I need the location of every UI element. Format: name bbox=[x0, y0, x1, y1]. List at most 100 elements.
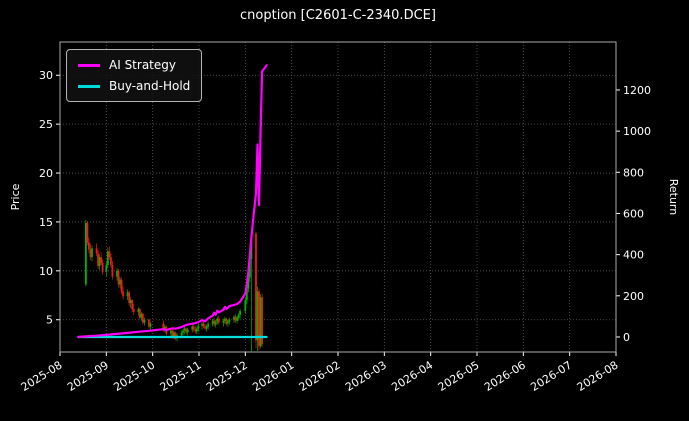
candle-body bbox=[211, 320, 214, 324]
x-tick-label: 2026-02 bbox=[297, 359, 343, 394]
return-tick-label: 400 bbox=[623, 249, 644, 262]
legend-label-ai-strategy: AI Strategy bbox=[109, 58, 176, 72]
plot-border bbox=[59, 41, 617, 353]
candle-body bbox=[138, 308, 141, 318]
candle-body bbox=[106, 251, 109, 265]
candle-body bbox=[120, 279, 123, 292]
candle-body bbox=[194, 329, 197, 332]
candle-body bbox=[259, 297, 262, 347]
candle-body bbox=[256, 291, 259, 341]
candle-body bbox=[100, 257, 102, 264]
candle-body bbox=[204, 326, 206, 329]
price-axis-label: Price bbox=[9, 183, 22, 211]
x-tick-label: 2026-08 bbox=[575, 359, 621, 394]
x-tick-label: 2025-12 bbox=[204, 359, 250, 394]
candle-body bbox=[258, 291, 260, 347]
candle-body bbox=[183, 328, 186, 331]
candle-body bbox=[233, 316, 235, 320]
candle-body bbox=[148, 319, 150, 327]
price-tick-label: 20 bbox=[39, 167, 53, 180]
candle-body bbox=[122, 291, 124, 297]
chart-title: cnoption [C2601-C-2340.DCE] bbox=[240, 8, 436, 23]
candle-body bbox=[128, 292, 131, 304]
candle-body bbox=[131, 300, 134, 309]
candle-body bbox=[191, 326, 194, 330]
candle-body bbox=[109, 257, 112, 265]
candle-body bbox=[98, 257, 101, 266]
candle-body bbox=[245, 288, 248, 301]
ai-strategy-line-swatch bbox=[78, 63, 100, 67]
candle-body bbox=[119, 279, 121, 285]
candle-body bbox=[174, 332, 177, 339]
candle-body bbox=[149, 323, 152, 327]
candle-body bbox=[97, 253, 99, 266]
candle-body bbox=[225, 318, 228, 324]
price-tick-label: 25 bbox=[39, 118, 53, 131]
x-tick-label: 2026-07 bbox=[528, 359, 574, 394]
x-tick-label: 2026-01 bbox=[250, 359, 296, 394]
candle-body bbox=[173, 332, 175, 337]
candle-body bbox=[140, 313, 143, 318]
candle-body bbox=[132, 308, 135, 312]
candle-body bbox=[214, 321, 217, 325]
candle-body bbox=[247, 277, 250, 289]
x-tick-label: 2026-05 bbox=[436, 359, 482, 394]
candle-body bbox=[180, 332, 183, 336]
return-tick-label: 0 bbox=[623, 331, 630, 344]
candle-body bbox=[261, 297, 263, 345]
candle-body bbox=[170, 330, 172, 334]
return-tick-label: 1200 bbox=[623, 84, 651, 97]
candle-body bbox=[236, 317, 238, 321]
candle-body bbox=[108, 251, 111, 258]
candle-body bbox=[86, 222, 89, 243]
candle-body bbox=[222, 320, 225, 323]
candle-body bbox=[237, 314, 240, 318]
candle-body bbox=[89, 249, 92, 258]
candle-body bbox=[186, 329, 189, 333]
candle-body bbox=[117, 270, 120, 285]
legend: AI Strategy Buy-and-Hold bbox=[66, 49, 203, 102]
candle-body bbox=[143, 319, 146, 323]
candle-body bbox=[171, 330, 174, 337]
candle-body bbox=[197, 325, 200, 329]
candle-body bbox=[163, 326, 166, 330]
candle-body bbox=[201, 323, 203, 326]
candle-body bbox=[116, 270, 118, 277]
candle-body bbox=[101, 263, 104, 272]
candle-body bbox=[217, 318, 220, 323]
x-tick-label: 2026-03 bbox=[343, 359, 389, 394]
candle-body bbox=[207, 323, 210, 327]
candle-body bbox=[255, 233, 257, 341]
series-line-ai-strategy bbox=[77, 64, 268, 339]
candle-body bbox=[239, 310, 241, 315]
return-axis-label: Return bbox=[667, 178, 680, 216]
candle-body bbox=[126, 292, 129, 297]
candle-body bbox=[91, 248, 93, 258]
candle-body bbox=[205, 326, 208, 329]
return-tick-label: 1000 bbox=[623, 125, 651, 138]
candle-body bbox=[162, 323, 165, 330]
candle-body bbox=[228, 319, 231, 322]
price-tick-label: 10 bbox=[39, 265, 53, 278]
candle-body bbox=[88, 242, 90, 250]
candle-body bbox=[192, 326, 195, 330]
candle-body bbox=[185, 328, 188, 333]
candle-body bbox=[129, 300, 132, 304]
candle-body bbox=[216, 318, 219, 322]
buy-and-hold-line-swatch bbox=[78, 84, 100, 88]
candle-body bbox=[234, 316, 237, 321]
x-tick-label: 2026-06 bbox=[482, 359, 528, 394]
candle-body bbox=[244, 300, 247, 311]
candle-body bbox=[111, 264, 114, 277]
candle-body bbox=[137, 308, 140, 312]
x-tick-label: 2025-09 bbox=[65, 359, 111, 394]
return-tick-label: 800 bbox=[623, 166, 644, 179]
candle-body bbox=[95, 248, 98, 254]
candle-body bbox=[213, 320, 216, 325]
candle-body bbox=[227, 321, 229, 324]
return-tick-label: 200 bbox=[623, 290, 644, 303]
legend-label-buy-and-hold: Buy-and-Hold bbox=[109, 79, 191, 93]
x-tick-label: 2025-11 bbox=[158, 359, 204, 394]
price-tick-label: 5 bbox=[46, 314, 53, 327]
